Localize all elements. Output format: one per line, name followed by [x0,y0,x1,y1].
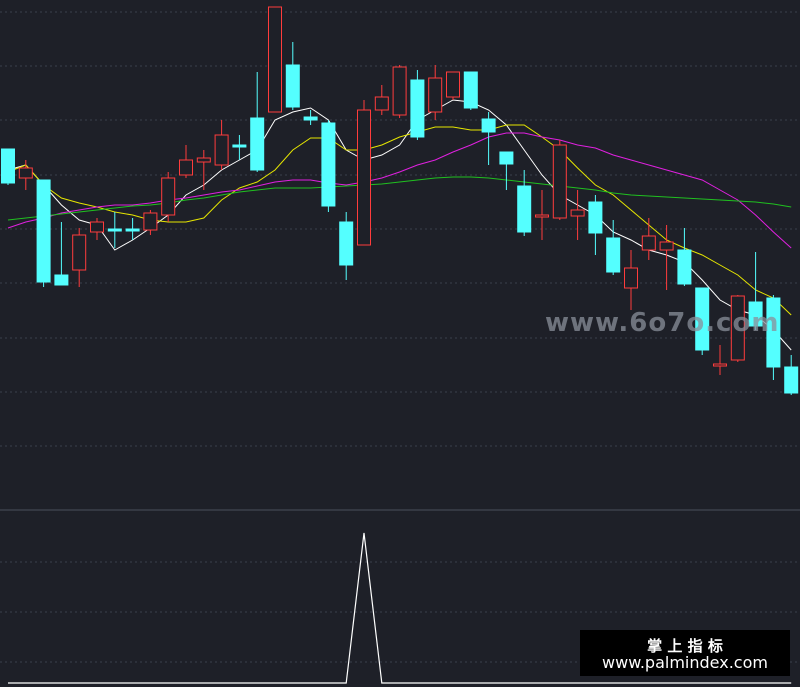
candle-body [1,148,15,184]
marks [1,6,799,684]
candle-body [357,109,371,246]
brand-box [580,630,790,676]
candle-body [125,228,140,232]
candle-body [232,144,247,148]
candle-body [766,297,781,368]
candle-body [374,96,389,111]
candle-body [570,209,585,217]
brand: 掌 上 指 标 [647,637,723,655]
candle-body [410,79,425,138]
candle-body [303,116,318,121]
candle-body [285,64,300,108]
candle-body [535,214,549,218]
candle-body [641,235,656,251]
candle-body [588,201,603,234]
candle-body [90,221,104,233]
indicator-line [8,532,792,684]
candle-body [606,237,621,273]
site: www.palmindex.com [602,653,768,672]
candle-body [659,241,674,251]
candle-body [499,151,514,165]
candle-body [748,301,763,327]
candle-body [321,122,336,207]
candle-body [517,185,532,233]
candle-body [784,366,799,394]
candle-body [428,77,443,113]
candle-body [268,6,282,113]
candle-body [250,117,265,171]
candle-body [36,179,51,283]
moving-average [7,132,792,249]
moving-average [7,99,792,351]
candle-body [179,159,193,176]
candle-body [463,71,478,109]
candle-body [624,267,638,289]
candle-body [143,212,158,231]
candle-body [677,249,692,285]
candle-body [72,234,87,271]
watermark: www.6o7o.com [545,308,779,338]
candle-body [713,363,727,367]
candle-body [339,221,354,266]
candle-body [392,66,407,116]
candle-body [161,177,176,216]
candle-body [552,144,567,219]
candle-body [54,274,69,286]
candle-body [107,228,122,232]
candle-body [214,134,229,166]
candle-body [18,167,33,179]
moving-average [7,124,792,316]
candle-body [695,287,710,351]
candle-body [446,71,460,98]
candle-body [730,295,745,361]
candle-body [481,118,496,133]
moving-average [7,176,792,221]
candle-body [196,157,211,163]
